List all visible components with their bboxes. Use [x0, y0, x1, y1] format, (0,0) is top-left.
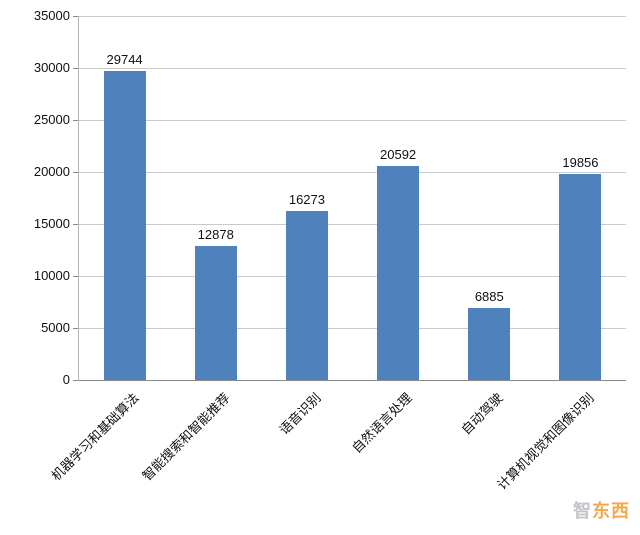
plot-area: 29744 12878 16273 20592 6885 19856	[78, 16, 626, 381]
watermark-text-rest: 东西	[592, 501, 630, 521]
bar-slot: 6885	[444, 16, 535, 380]
y-axis-tick-label: 25000	[33, 112, 70, 127]
bar	[285, 210, 328, 380]
y-axis-tick-mark	[73, 276, 78, 277]
bar-value-label: 29744	[106, 51, 143, 67]
bar	[468, 308, 511, 380]
gridline	[79, 120, 626, 121]
y-axis-tick-label: 15000	[33, 216, 70, 231]
y-axis-tick-label: 30000	[33, 60, 70, 75]
y-axis-tick-mark	[73, 68, 78, 69]
gridline	[79, 276, 626, 277]
y-axis-tick-mark	[73, 328, 78, 329]
bar	[559, 173, 602, 380]
y-axis-tick-label: 20000	[33, 164, 70, 179]
bar-value-label: 19856	[562, 154, 599, 170]
y-axis-tick-mark	[73, 16, 78, 17]
watermark-text-first: 智	[573, 501, 592, 521]
y-axis-tick-label: 0	[62, 372, 70, 387]
bar	[194, 246, 237, 380]
y-axis-tick-mark	[73, 172, 78, 173]
watermark-logo: 智东西	[573, 497, 630, 523]
bar-value-label: 12878	[197, 227, 234, 243]
y-axis-tick-label: 35000	[33, 8, 70, 23]
bar-slot: 12878	[170, 16, 261, 380]
bar-slot: 16273	[261, 16, 352, 380]
gridline	[79, 68, 626, 69]
bar	[103, 70, 146, 380]
y-axis-tick-label: 10000	[33, 268, 70, 283]
bar	[377, 165, 420, 380]
y-axis-tick-mark	[73, 120, 78, 121]
y-axis-tick-mark	[73, 224, 78, 225]
gridline	[79, 16, 626, 17]
gridline	[79, 328, 626, 329]
gridline	[79, 172, 626, 173]
y-axis-tick-mark	[73, 380, 78, 381]
gridline	[79, 224, 626, 225]
bar-value-label: 6885	[474, 289, 504, 305]
bar-value-label: 16273	[288, 191, 325, 207]
bar-slot: 19856	[535, 16, 626, 380]
bar-value-label: 20592	[380, 146, 417, 162]
y-axis-tick-label: 5000	[41, 320, 70, 335]
bar-slot: 20592	[353, 16, 444, 380]
bar-slot: 29744	[79, 16, 170, 380]
